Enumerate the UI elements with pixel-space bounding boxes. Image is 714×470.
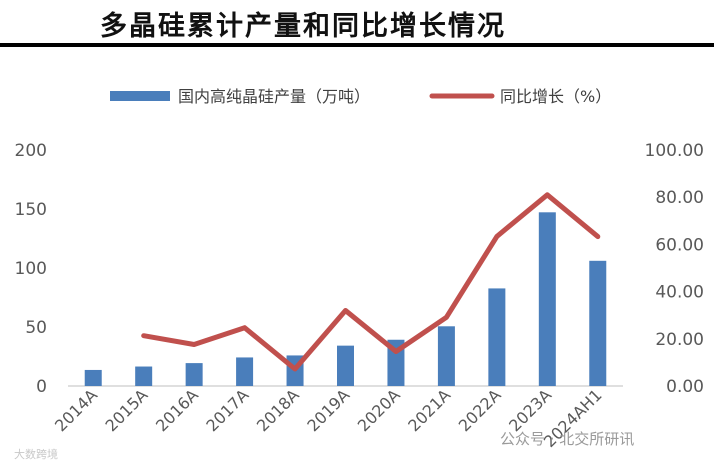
bar [135,366,153,386]
left-tick-label: 150 [15,200,47,220]
left-tick-label: 0 [36,377,47,397]
bar [84,369,102,386]
category-label: 2020A [354,385,404,435]
category-label: 2019A [303,385,353,435]
left-tick-label: 50 [25,318,47,338]
legend-bar-swatch [110,91,170,101]
title-rule [0,43,714,47]
chart-title: 多晶硅累计产量和同比增长情况 [100,11,506,42]
category-label: 2016A [152,385,202,435]
category-label: 2018A [253,385,303,435]
right-tick-label: 40.00 [655,283,704,303]
bar [589,260,607,386]
bar-series [84,212,607,386]
right-axis: 0.00 20.00 40.00 60.00 80.00 100.00 [645,141,704,397]
bar [337,345,354,386]
right-tick-label: 60.00 [655,235,704,255]
right-tick-label: 100.00 [645,141,704,161]
legend: 国内高纯晶硅产量（万吨） 同比增长（%） [110,87,611,106]
category-label: 2015A [102,385,152,435]
left-tick-label: 100 [15,259,47,279]
category-label: 2014A [51,385,101,435]
line-series [141,192,601,372]
bar [488,288,506,386]
legend-line-label: 同比增长（%） [500,87,611,106]
category-label: 2021A [404,385,454,435]
growth-line [141,192,601,372]
bar [236,357,254,386]
right-tick-label: 0.00 [666,377,704,397]
right-tick-label: 80.00 [655,188,704,208]
category-label: 2017A [202,385,252,435]
category-label: 2022A [455,385,505,435]
bar [538,212,556,386]
corner-watermark: 大数跨境 [14,448,58,461]
watermark: 公众号 · 北交所研讯 [500,430,635,448]
bar [185,363,203,386]
bar [437,326,455,386]
left-tick-label: 200 [15,141,47,161]
right-tick-label: 20.00 [655,330,704,350]
legend-bar-label: 国内高纯晶硅产量（万吨） [178,87,370,106]
left-axis: 0 50 100 150 200 [15,141,47,397]
